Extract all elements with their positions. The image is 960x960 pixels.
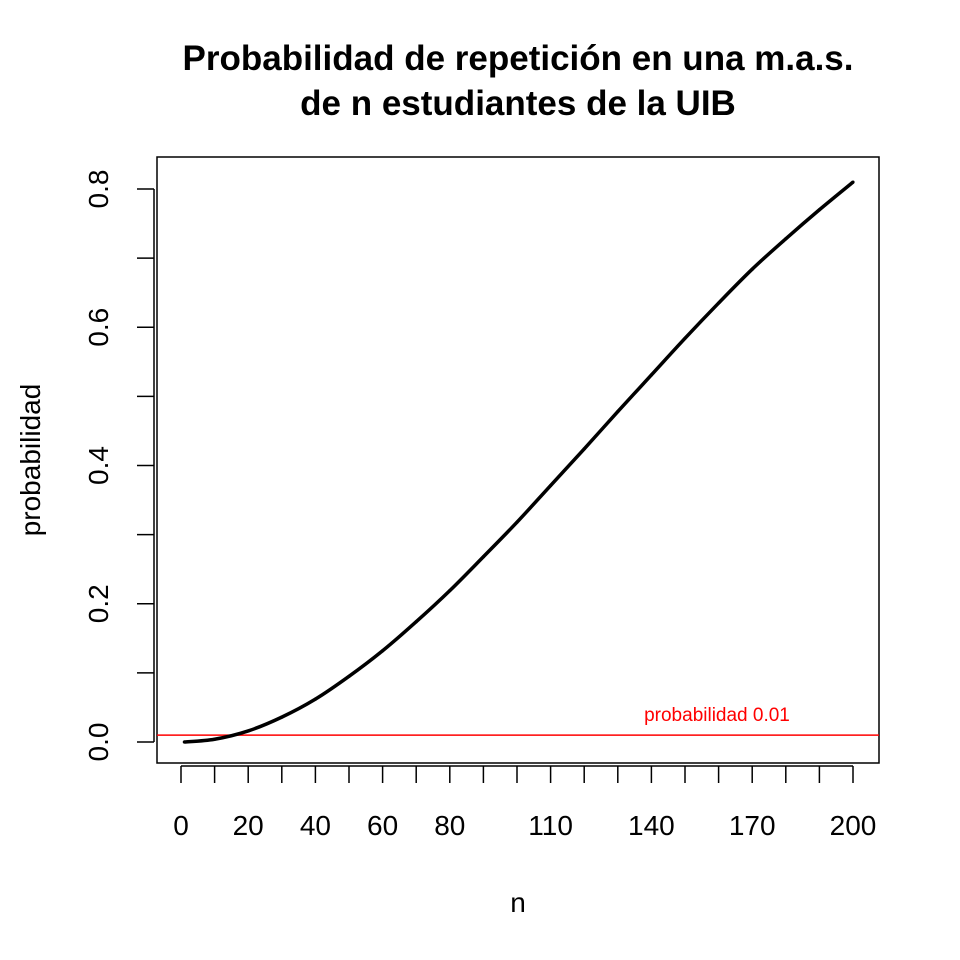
y-tick-label: 0.6: [83, 308, 114, 347]
data-point: [246, 729, 250, 733]
x-tick-label: 60: [367, 810, 398, 841]
data-point: [717, 301, 721, 305]
reference-line-label: probabilidad 0.01: [644, 705, 790, 726]
data-point: [683, 336, 687, 340]
data-point: [750, 267, 754, 271]
y-tick-label: 0.8: [83, 170, 114, 209]
y-tick-label: 0.4: [83, 446, 114, 485]
data-point: [280, 715, 284, 719]
x-tick-label: 140: [628, 810, 675, 841]
series-line-0: [184, 180, 855, 744]
chart-title-line-2: de n estudiantes de la UIB: [300, 84, 736, 123]
x-tick-label: 110: [528, 810, 573, 841]
y-tick-label: 0.0: [83, 723, 114, 762]
y-axis: 0.0 0.2 0.4 0.6 0.8: [83, 170, 155, 762]
plot-frame: [156, 156, 880, 764]
x-axis-label: n: [510, 887, 526, 918]
data-point: [515, 520, 519, 524]
x-tick-label: 20: [233, 810, 264, 841]
chart-title: Probabilidad de repetición en una m.a.s.…: [183, 39, 854, 123]
data-point: [448, 589, 452, 593]
data-point: [784, 237, 788, 241]
y-axis-label: probabilidad: [15, 384, 46, 537]
data-point: [414, 620, 418, 624]
data-point: [313, 697, 317, 701]
data-point: [481, 555, 485, 559]
data-point: [582, 447, 586, 451]
data-point: [616, 409, 620, 414]
data-point: [649, 373, 654, 377]
data-point: [851, 180, 855, 184]
data-point: [381, 649, 385, 653]
data-point: [817, 208, 822, 212]
x-tick-label: 170: [729, 810, 776, 841]
data-point: [347, 674, 351, 678]
x-axis: 0 20 40 60 80 110 140 170 200: [173, 765, 877, 841]
x-tick-label: 0: [173, 810, 189, 841]
x-tick-label: 40: [300, 810, 331, 841]
plot-marks: probabilidad 0.01: [157, 180, 879, 744]
y-tick-label: 0.2: [83, 584, 114, 623]
x-tick-label: 200: [830, 810, 877, 841]
x-tick-label: 80: [434, 810, 465, 841]
data-point: [549, 483, 553, 488]
chart-title-line-1: Probabilidad de repetición en una m.a.s.: [183, 39, 854, 78]
data-point: [213, 737, 217, 741]
data-point: [182, 740, 186, 744]
